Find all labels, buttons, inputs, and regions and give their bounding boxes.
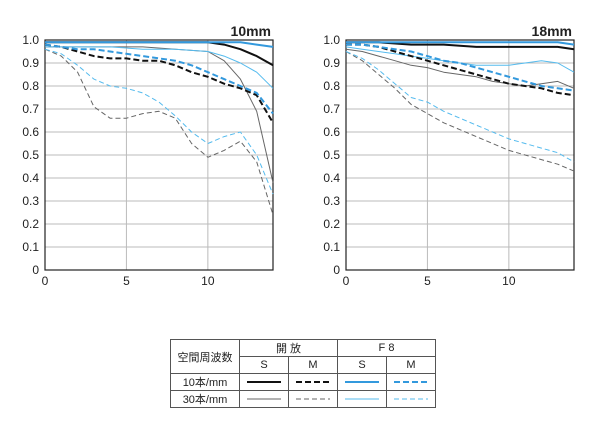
chart2-ytick-label: 0.9 — [323, 56, 340, 70]
legend-group-f8: F 8 — [337, 339, 436, 357]
chart1-series-open-10-m — [44, 43, 274, 124]
chart1-ytick-label: 0.3 — [22, 194, 39, 208]
legend-col-open-m: M — [288, 356, 338, 374]
chart1-ytick-label: 0.7 — [22, 102, 39, 116]
legend-swatch-f8-30-s — [337, 390, 387, 408]
chart1-series-open-30-m — [44, 48, 274, 215]
chart1-xtick-label: 10 — [201, 274, 215, 288]
chart1-ytick-label: 0.5 — [22, 148, 39, 162]
chart2-ytick-label: 0.3 — [323, 194, 340, 208]
chart2-series-f8-30-s — [345, 46, 575, 73]
legend-row-10: 10本/mm — [170, 373, 240, 391]
chart2-xtick-label: 5 — [424, 274, 431, 288]
chart2-xtick-label: 10 — [502, 274, 516, 288]
legend-group-open: 開 放 — [239, 339, 338, 357]
chart2-ytick-label: 0.4 — [323, 171, 340, 185]
chart2-ytick-label: 0.1 — [323, 240, 340, 254]
chart1-series-f8-10-m — [44, 43, 274, 115]
legend-swatch-open-30-m — [288, 390, 338, 408]
chart1-series-f8-30-s — [45, 46, 274, 89]
chart1-series-f8-30-m — [44, 48, 274, 195]
chart1-series-f8-10-s — [45, 41, 274, 48]
legend-swatch-f8-10-m — [386, 373, 436, 391]
chart2-ytick-label: 0.8 — [323, 79, 340, 93]
legend-col-f8-s: S — [337, 356, 387, 374]
chart1-ytick-label: 0.1 — [22, 240, 39, 254]
chart2-title: 18mm — [532, 23, 572, 39]
chart1-ytick-label: 0.2 — [22, 217, 39, 231]
chart2-frame — [345, 39, 575, 271]
legend-row-30: 30本/mm — [170, 390, 240, 408]
legend-swatch-open-30-s — [239, 390, 289, 408]
chart1-ytick-label: 1.0 — [22, 33, 39, 47]
chart2-series-open-30-m — [345, 51, 575, 172]
chart1-title: 10mm — [231, 23, 271, 39]
chart2-ytick-label: 0 — [333, 263, 340, 277]
chart2-series-f8-10-s — [346, 41, 575, 46]
legend-col-f8-m: M — [386, 356, 436, 374]
chart1-ytick-label: 0.9 — [22, 56, 39, 70]
chart1-ytick-label: 0.6 — [22, 125, 39, 139]
legend-header-label: 空間周波数 — [170, 339, 240, 374]
mtf-charts: 0 0.1 0.2 0.3 0.4 0.5 0.6 0.7 0.8 0.9 1.0 0 5 10 10mm 0… — [22, 23, 575, 288]
chart1-ytick-label: 0.4 — [22, 171, 39, 185]
chart1-xtick-label: 5 — [123, 274, 130, 288]
chart2-series-f8-30-m — [345, 51, 575, 163]
legend-swatch-open-10-m — [288, 373, 338, 391]
chart2-ytick-label: 1.0 — [323, 33, 340, 47]
chart2-ytick-label: 0.5 — [323, 148, 340, 162]
chart1-series-open-30-s — [45, 46, 274, 183]
chart2-series-open-30-s — [345, 48, 575, 89]
chart2-xtick-label: 0 — [343, 274, 350, 288]
chart2-ytick-label: 0.7 — [323, 102, 340, 116]
legend-swatch-f8-30-m — [386, 390, 436, 408]
chart1-ytick-label: 0.8 — [22, 79, 39, 93]
legend-table: 空間周波数 開 放 F 8 S M S M 10本/mm 30本/mm — [170, 339, 436, 408]
chart1-xtick-label: 0 — [42, 274, 49, 288]
legend-col-open-s: S — [239, 356, 289, 374]
chart2-series-open-10-s — [346, 41, 575, 51]
legend-swatch-open-10-s — [239, 373, 289, 391]
legend-swatch-f8-10-s — [337, 373, 387, 391]
chart2-ytick-label: 0.2 — [323, 217, 340, 231]
chart2-series-f8-10-m — [346, 43, 575, 92]
chart2-ytick-label: 0.6 — [323, 125, 340, 139]
chart1-frame — [44, 39, 274, 271]
chart1-ytick-label: 0 — [32, 263, 39, 277]
